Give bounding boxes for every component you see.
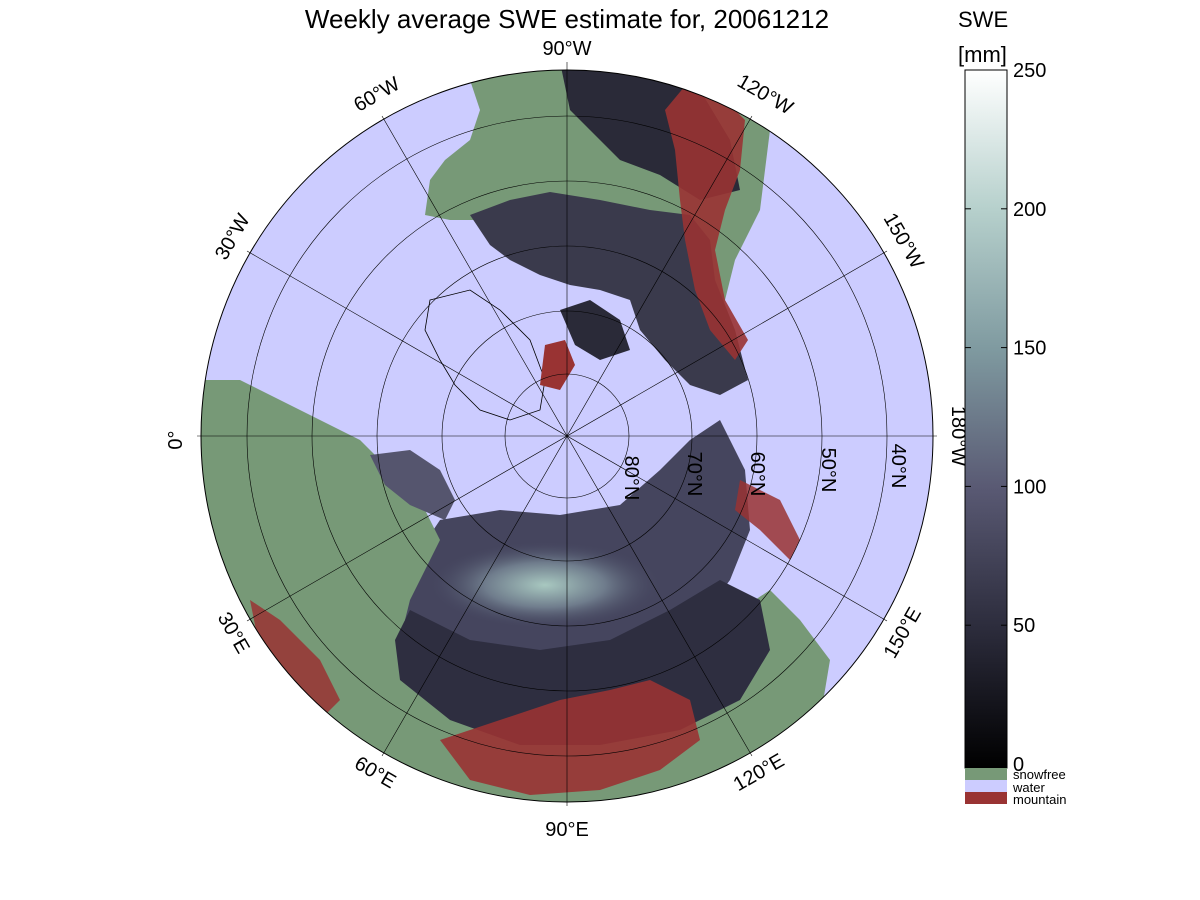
colorbar-label-swe: SWE: [958, 7, 1008, 32]
lon-label-90w: 90°W: [542, 38, 591, 60]
scandinavia-snow: [370, 450, 455, 520]
colorbar-ticks: 0 50 100 150 200 250: [965, 60, 1046, 776]
colorbar-tick-label: 0: [1013, 754, 1024, 776]
legend-label-water: water: [1012, 780, 1045, 795]
colorbar-tick-label: 150: [1013, 338, 1046, 360]
legend-swatch-snowfree: [965, 768, 1007, 780]
lat-label-80n: 80°N: [620, 456, 642, 501]
lon-label-60w: 60°W: [350, 73, 404, 117]
legend-label-mountain: mountain: [1013, 792, 1066, 807]
polar-map: 90°W 120°W 150°W 180°W 150°E 120°E 90°E …: [165, 38, 969, 841]
legend-swatch-water: [965, 780, 1007, 792]
graticule: [197, 62, 937, 806]
colorbar-tick-label: 250: [1013, 60, 1046, 82]
colorbar-tick-label: 100: [1013, 476, 1046, 498]
legend-swatch-mountain: [965, 792, 1007, 804]
land-layer: [201, 70, 830, 802]
colorbar-label-unit: [mm]: [958, 42, 1007, 67]
meridian-150w-30e: [246, 250, 888, 622]
lat-label-70n: 70°N: [683, 452, 705, 497]
colorbar-tick-label: 200: [1013, 199, 1046, 221]
mountain-asia: [440, 680, 700, 795]
lon-label-30e: 30°E: [213, 609, 254, 658]
asia-snow-peak: [425, 540, 665, 630]
greenland-outline: [424, 289, 546, 421]
mountain-east-asia: [735, 480, 800, 560]
lon-label-180w: 180°W: [947, 406, 969, 466]
mountain-rockies: [665, 80, 748, 360]
lon-label-60e: 60°E: [351, 752, 400, 793]
latitude-labels: 80°N 70°N 60°N 50°N 40°N: [620, 444, 909, 501]
map-border: [200, 69, 934, 803]
lon-label-0: 0°: [165, 430, 187, 449]
colorbar-tick-label: 50: [1013, 615, 1035, 637]
colorbar-gradient: [964, 69, 1008, 769]
lon-label-120w: 120°W: [733, 70, 796, 119]
svalbard: [540, 340, 575, 390]
mountain-europe: [250, 600, 340, 720]
legend-label-snowfree: snowfree: [1013, 767, 1066, 782]
lat-label-40n: 40°N: [887, 444, 909, 489]
arctic-islands: [560, 300, 630, 360]
map-title: Weekly average SWE estimate for, 2006121…: [305, 4, 829, 34]
lon-label-90e: 90°E: [545, 819, 589, 841]
lat-label-50n: 50°N: [817, 448, 839, 493]
lat-label-60n: 60°N: [746, 452, 768, 497]
